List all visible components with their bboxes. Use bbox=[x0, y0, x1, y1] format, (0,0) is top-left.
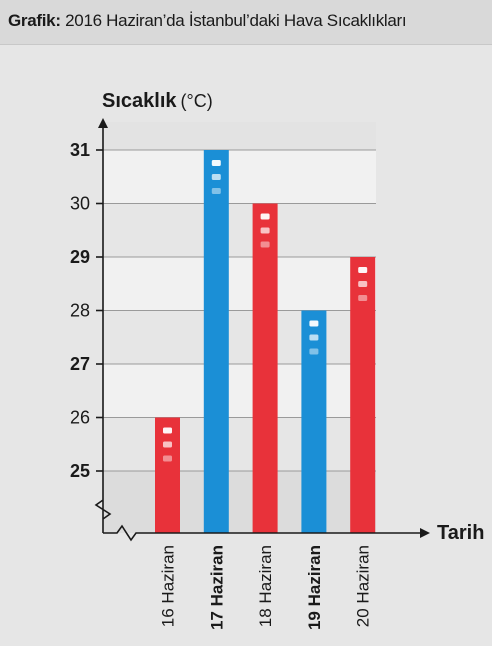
y-tick-label: 31 bbox=[70, 140, 90, 160]
bar-20-haziran bbox=[350, 257, 376, 533]
band-light bbox=[103, 150, 376, 204]
x-tick-label: 16 Haziran bbox=[159, 545, 178, 627]
y-tick-labels: 25 26 27 28 29 30 31 bbox=[70, 140, 90, 481]
x-tick-label: 17 Haziran bbox=[207, 545, 226, 630]
y-tick-label: 29 bbox=[70, 247, 90, 267]
figure-header: Grafik: 2016 Haziran’da İstanbul’daki Ha… bbox=[0, 0, 492, 45]
bar-highlight-mark bbox=[163, 441, 172, 448]
y-tick-label: 28 bbox=[70, 301, 90, 321]
y-axis-line bbox=[94, 118, 112, 533]
band-light bbox=[103, 257, 376, 311]
bars bbox=[155, 150, 376, 533]
figure-caption: Grafik: 2016 Haziran’da İstanbul’daki Ha… bbox=[8, 11, 407, 31]
bar-highlight-mark bbox=[309, 348, 319, 355]
y-tick-label: 27 bbox=[70, 354, 90, 374]
band-light bbox=[103, 364, 376, 418]
figure-title: 2016 Haziran’da İstanbul’daki Hava Sıcak… bbox=[65, 11, 407, 30]
y-axis-label-main: Sıcaklık bbox=[102, 90, 177, 112]
bar-highlight-mark bbox=[358, 267, 368, 273]
bar-17-haziran bbox=[203, 150, 229, 533]
figure-label: Grafik: bbox=[8, 11, 61, 30]
x-axis-line bbox=[103, 524, 430, 542]
y-tick-label: 30 bbox=[70, 194, 90, 214]
band-dark bbox=[103, 310, 376, 364]
bar-highlight-mark bbox=[211, 160, 221, 166]
bar-highlight-mark bbox=[211, 174, 221, 180]
x-tick-labels: 16 Haziran 17 Haziran 18 Haziran 19 Haziran… bbox=[159, 545, 373, 630]
background-bands bbox=[103, 122, 376, 533]
bar-highlight-mark bbox=[358, 281, 368, 287]
axes bbox=[94, 118, 430, 542]
bar-19-haziran bbox=[301, 310, 327, 533]
bar-highlight-mark bbox=[358, 295, 368, 301]
gridlines bbox=[103, 149, 376, 472]
x-tick-label: 18 Haziran bbox=[256, 545, 275, 627]
x-axis-title: Tarih bbox=[437, 522, 484, 544]
bar-highlight-mark bbox=[260, 227, 270, 234]
y-axis-title: Sıcaklık (°C) bbox=[102, 90, 213, 112]
bar-18-haziran bbox=[252, 203, 278, 533]
band-dark bbox=[103, 203, 376, 257]
x-tick-label: 20 Haziran bbox=[354, 545, 373, 627]
x-tick-label: 19 Haziran bbox=[305, 545, 324, 630]
bar-highlight-mark bbox=[211, 188, 221, 194]
y-axis-label-unit: (°C) bbox=[181, 91, 213, 111]
y-tick-label: 26 bbox=[70, 408, 90, 428]
y-tick-label: 25 bbox=[70, 461, 90, 481]
bar-highlight-mark bbox=[163, 455, 172, 462]
band-dark bbox=[103, 417, 376, 471]
band-break bbox=[103, 471, 376, 533]
bar-highlight-mark bbox=[309, 334, 319, 341]
bar-highlight-mark bbox=[163, 427, 172, 434]
bar-16-haziran bbox=[155, 417, 180, 533]
bar-highlight-mark bbox=[260, 241, 270, 248]
bar-highlight-mark bbox=[260, 213, 270, 220]
bar-highlight-mark bbox=[309, 320, 319, 327]
